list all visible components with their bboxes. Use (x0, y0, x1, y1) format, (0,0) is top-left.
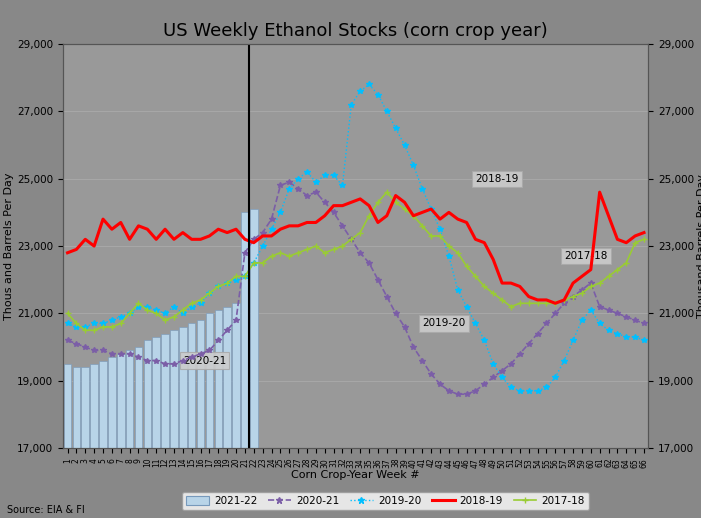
Text: 2020-21: 2020-21 (183, 355, 226, 366)
Text: 2019-20: 2019-20 (422, 319, 465, 328)
Bar (232, 304, 240, 518)
Text: 2018-19: 2018-19 (475, 174, 519, 184)
Bar (188, 323, 196, 518)
X-axis label: Corn Crop-Year Week #: Corn Crop-Year Week # (292, 470, 420, 480)
Y-axis label: Thousand Barrels Per Day: Thousand Barrels Per Day (697, 174, 701, 318)
Bar (73, 367, 80, 518)
Bar (144, 340, 151, 518)
Text: 2017-18: 2017-18 (564, 251, 608, 261)
Bar (64, 364, 72, 518)
Bar (179, 327, 186, 518)
Bar (90, 364, 98, 518)
Bar (250, 209, 257, 518)
Bar (81, 367, 89, 518)
Legend: 2021-22, 2020-21, 2019-20, 2018-19, 2017-18: 2021-22, 2020-21, 2019-20, 2018-19, 2017… (182, 492, 589, 510)
Bar (241, 212, 249, 518)
Bar (135, 347, 142, 518)
Bar (108, 357, 116, 518)
Bar (152, 337, 160, 518)
Bar (126, 350, 133, 518)
Bar (161, 334, 169, 518)
Title: US Weekly Ethanol Stocks (corn crop year): US Weekly Ethanol Stocks (corn crop year… (163, 22, 548, 40)
Bar (197, 320, 204, 518)
Bar (205, 313, 213, 518)
Bar (170, 330, 178, 518)
Bar (215, 310, 222, 518)
Bar (117, 354, 125, 518)
Bar (224, 307, 231, 518)
Text: Source: EIA & FI: Source: EIA & FI (7, 506, 85, 515)
Y-axis label: Thous and Barrels Per Day: Thous and Barrels Per Day (4, 172, 15, 320)
Bar (100, 361, 107, 518)
